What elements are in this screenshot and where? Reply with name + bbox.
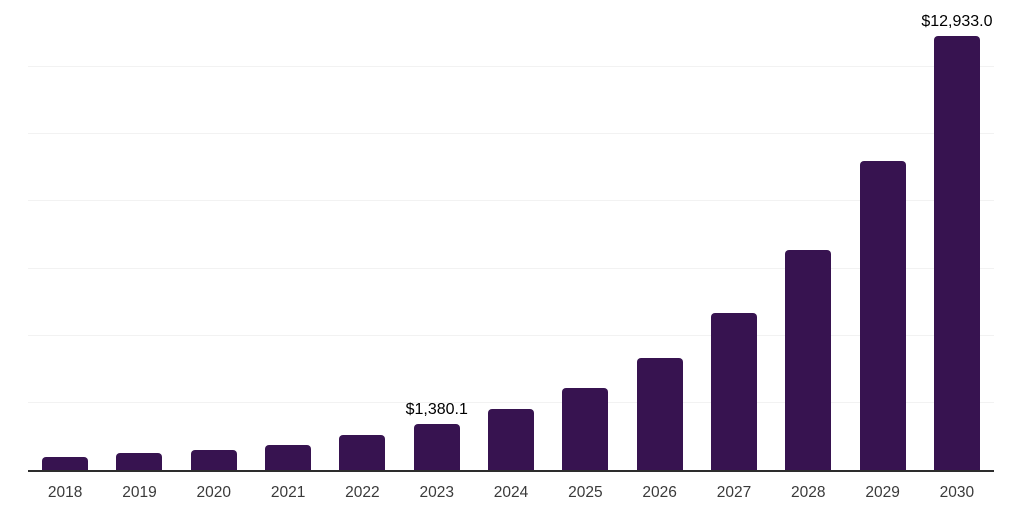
- x-tick-2022: 2022: [345, 484, 380, 501]
- gridline: [28, 401, 994, 403]
- data-label-2023: $1,380.1: [405, 401, 468, 419]
- bar-2028: [785, 249, 832, 470]
- x-tick-2028: 2028: [791, 484, 826, 501]
- x-tick-2027: 2027: [716, 484, 752, 501]
- gridline: [28, 267, 994, 269]
- bar-slot-2020: [177, 0, 251, 470]
- bar-slot-2019: [102, 0, 176, 470]
- bar-slot-2027: [697, 0, 771, 470]
- bar-slot-2030: $12,933.0: [920, 0, 994, 470]
- x-tick-2021: 2021: [270, 484, 306, 501]
- bar-slot-2023: $1,380.1: [400, 0, 474, 470]
- bar-2024: [488, 408, 535, 470]
- x-tick-2023: 2023: [419, 484, 454, 501]
- x-tick-2018: 2018: [47, 484, 83, 501]
- bar-2030: [933, 35, 980, 470]
- gridline: [28, 66, 994, 68]
- x-tick-2020: 2020: [196, 484, 232, 501]
- bar-slot-2018: [28, 0, 102, 470]
- bar-2022: [339, 435, 386, 470]
- bars: $1,380.1 $12,933.0: [28, 0, 994, 470]
- bar-slot-2029: [845, 0, 919, 470]
- x-tick-2024: 2024: [493, 484, 529, 501]
- gridline: [28, 200, 994, 202]
- x-tick-2019: 2019: [122, 484, 157, 501]
- x-tick-2025: 2025: [568, 484, 603, 501]
- bar-slot-2022: [325, 0, 399, 470]
- bar-slot-2025: [548, 0, 622, 470]
- plot-area: $1,380.1 $12,933.0: [28, 0, 994, 472]
- bar-2019: [116, 453, 163, 470]
- bar-2025: [562, 387, 609, 470]
- gridline: [28, 133, 994, 135]
- bar-2027: [710, 312, 757, 470]
- bar-2020: [190, 450, 237, 470]
- data-label-2030: $12,933.0: [921, 13, 993, 31]
- bar-slot-2021: [251, 0, 325, 470]
- x-tick-2030: 2030: [939, 484, 975, 501]
- gridline: [28, 334, 994, 336]
- bar-slot-2028: [771, 0, 845, 470]
- bar-2023: [413, 423, 460, 470]
- bar-slot-2026: [623, 0, 697, 470]
- bar-2029: [859, 160, 906, 470]
- bar-2021: [265, 445, 312, 470]
- x-axis-labels: 2018 2019 2020 2021 2022 2023 2024 2025 2026 2027…: [28, 482, 994, 504]
- x-tick-2026: 2026: [642, 484, 677, 501]
- gridlines: [28, 0, 994, 470]
- x-tick-2029: 2029: [865, 484, 900, 501]
- bar-slot-2024: [474, 0, 548, 470]
- bar-2026: [636, 357, 683, 470]
- bar-2018: [42, 456, 89, 470]
